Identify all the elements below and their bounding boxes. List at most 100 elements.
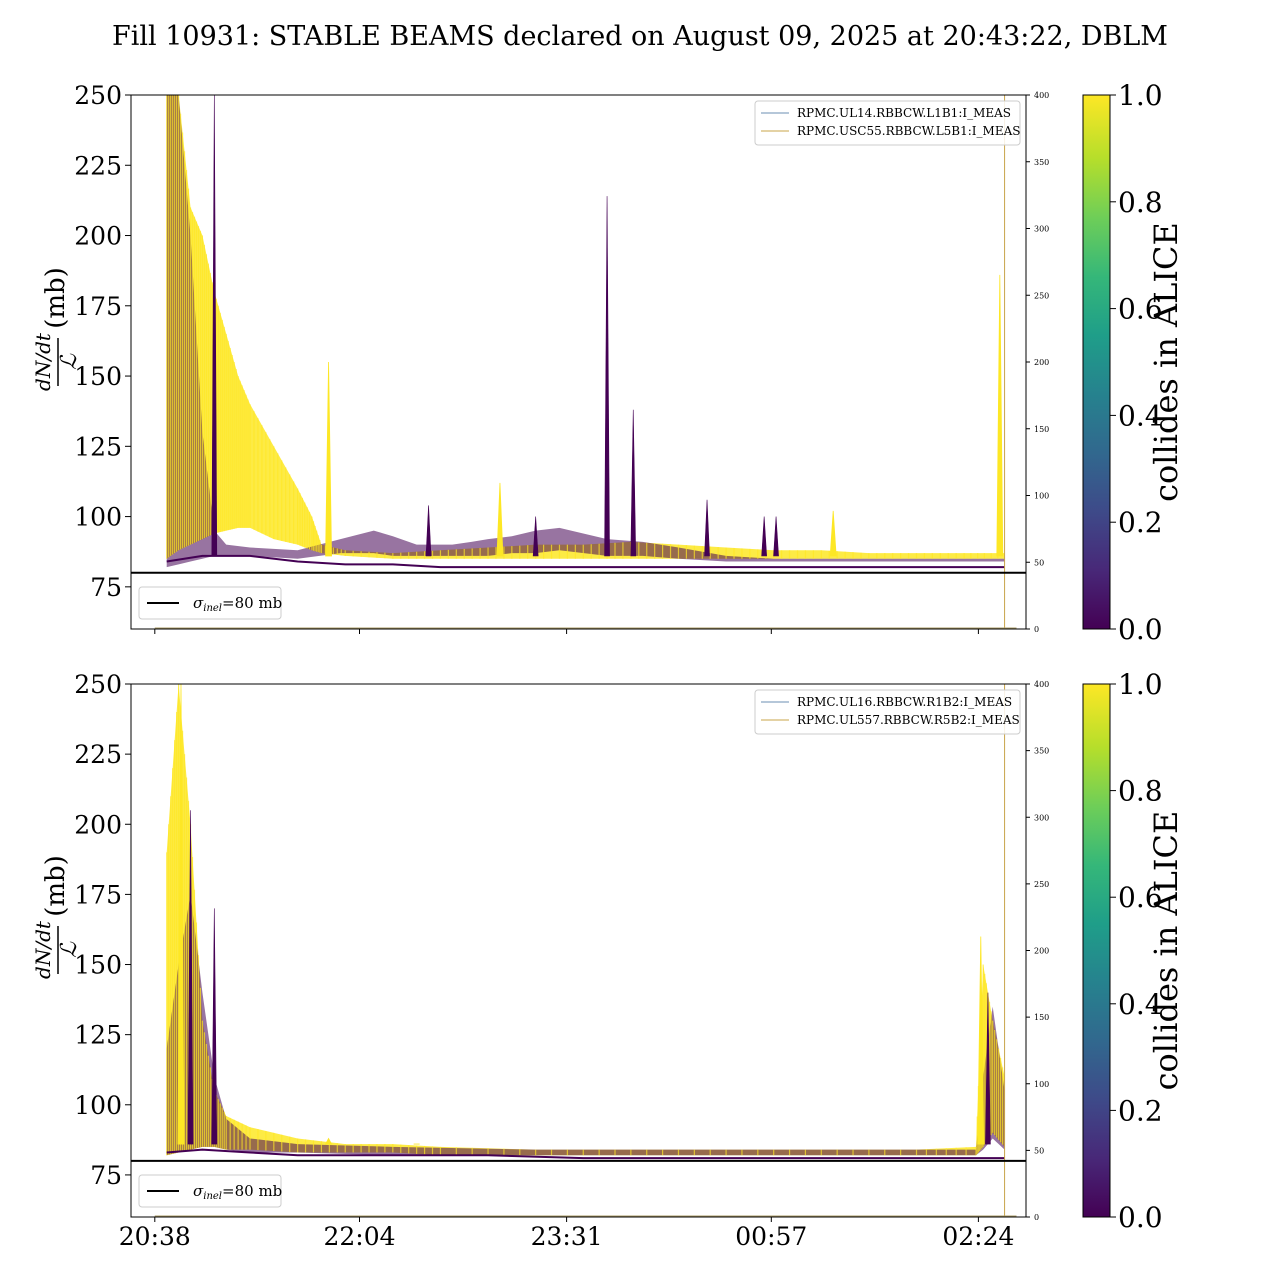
x-tick-label: 23:31 [531,1222,603,1251]
y-label-numerator: dN/dt [31,920,55,979]
colorbar-tick-label: 0.2 [1118,506,1163,539]
baseline-trace [166,554,1005,569]
yellow-band [166,684,1005,1156]
legend-entry: RPMC.UL16.RBBCW.R1B2:I_MEAS [797,695,1012,709]
y2-tick-label: 400 [1034,91,1049,100]
colorbar-tick-label: 0.6 [1118,293,1163,326]
purple-spike [985,992,991,1145]
y2-tick-label: 200 [1034,947,1049,956]
y2-tick-label: 100 [1034,492,1049,501]
y-tick-label: 100 [74,1091,122,1120]
y2-tick-label: 350 [1034,747,1049,756]
baseline-trace [166,1148,1005,1160]
y2-tick-label: 350 [1034,158,1049,167]
y2-tick-label: 0 [1034,1213,1039,1222]
top-panel: 75 100 125 150 175 200 225 250 0 50 100 150 200 250 30… [31,81,1049,634]
y2-tick-label: 50 [1034,1146,1044,1155]
sigma-legend-box [138,1174,282,1208]
yellow-spike [829,510,837,557]
y-tick-label: 150 [74,362,122,391]
y-tick-label: 225 [74,151,122,180]
sigma-legend-label: σinel=80 mb [193,594,282,614]
colorbar-gradient [1082,94,1111,630]
y2-tick-label: 50 [1034,558,1044,567]
yellow-spike [496,482,504,557]
plot-area [154,95,1017,629]
y-label-denominator: ℒ [57,941,82,958]
colorbar-tick-label: 1.0 [1118,668,1163,701]
legend-entry: RPMC.UL14.RBBCW.L1B1:I_MEAS [797,106,1011,120]
purple-spike [532,516,539,557]
yellow-band [166,95,1005,559]
x-tick-label: 22:04 [323,1222,395,1251]
purple-spike [211,908,218,1145]
purple-spike [630,409,637,557]
colorbar-tick-label: 0.6 [1118,881,1163,914]
series-legend: RPMC.UL14.RBBCW.L1B1:I_MEAS RPMC.USC55.RB… [754,100,1021,146]
y2-tick-label: 400 [1034,680,1049,689]
y-tick-label: 200 [74,810,122,839]
legend-box [754,689,1021,735]
y2-tick-label: 300 [1034,813,1049,822]
y-tick-label: 200 [74,222,122,251]
y-tick-label: 75 [90,573,122,602]
colorbar-label: collides in ALICE [1147,222,1185,502]
colorbar-tick-label: 0.4 [1118,988,1163,1021]
y-tick-label: 125 [74,432,122,461]
yellow-spike [325,361,332,557]
y-tick-label: 75 [90,1161,122,1190]
series-legend: RPMC.UL16.RBBCW.R1B2:I_MEAS RPMC.UL557.RB… [754,689,1021,735]
y2-tick-label: 150 [1034,425,1049,434]
legend-entry: RPMC.USC55.RBBCW.L5B1:I_MEAS [797,124,1020,138]
purple-spike [425,505,432,557]
y-label-denominator: ℒ [57,353,82,370]
colorbar-tick-label: 0.8 [1118,186,1163,219]
y-tick-label: 175 [74,292,122,321]
purple-spike [761,516,767,557]
y-tick-label: 250 [74,670,122,699]
y-tick-label: 175 [74,880,122,909]
y-label-numerator: dN/dt [31,332,55,391]
y2-tick-label: 150 [1034,1013,1049,1022]
top-colorbar: 0.0 0.2 0.4 0.6 0.8 1.0 collides in ALICE [1082,79,1185,646]
purple-spike [604,196,610,557]
purple-band [166,894,1005,1156]
y-tick-label: 150 [74,951,122,980]
legend-entry: RPMC.UL557.RBBCW.R5B2:I_MEAS [797,713,1020,727]
colorbar-label: collides in ALICE [1147,811,1185,1091]
y-axis-label: dN/dt ℒ (mb) [31,267,82,391]
purple-spike [704,499,710,557]
plot-area [154,684,1017,1217]
sigma-legend-label: σinel=80 mb [193,1182,282,1202]
colorbar-tick-label: 0.4 [1118,399,1163,432]
x-tick-label: 20:38 [119,1222,191,1251]
x-tick-label: 00:57 [735,1222,807,1251]
bottom-colorbar: 0.0 0.2 0.4 0.6 0.8 1.0 collides in ALICE [1082,668,1185,1234]
sigma-legend: σinel=80 mb [138,1174,282,1208]
x-tick-label: 02:24 [942,1222,1014,1251]
purple-spike [187,810,194,1145]
y2-tick-label: 100 [1034,1080,1049,1089]
bottom-panel: 75 100 125 150 175 200 225 250 0 50 100 150 200 250 30… [31,670,1049,1251]
sigma-legend-box [138,586,282,620]
y-tick-label: 125 [74,1021,122,1050]
yellow-spike [977,936,985,1145]
y2-tick-label: 250 [1034,291,1049,300]
colorbar-tick-label: 1.0 [1118,79,1163,112]
colorbar-gradient [1082,683,1111,1218]
yellow-spike [996,274,1004,557]
colorbar-tick-label: 0.8 [1118,775,1163,808]
figure-title: Fill 10931: STABLE BEAMS declared on Aug… [112,21,1168,52]
yellow-spike [324,1137,333,1145]
y2-tick-label: 300 [1034,225,1049,234]
y2-tick-label: 200 [1034,358,1049,367]
yellow-spike [177,684,185,1145]
colorbar-tick-label: 0.2 [1118,1094,1163,1127]
y-tick-label: 250 [74,81,122,110]
y-label-unit: (mb) [41,855,71,917]
legend-box [754,100,1021,146]
y-label-unit: (mb) [41,267,71,329]
purple-spike [773,516,779,557]
colorbar-tick-label: 0.0 [1118,1201,1163,1234]
